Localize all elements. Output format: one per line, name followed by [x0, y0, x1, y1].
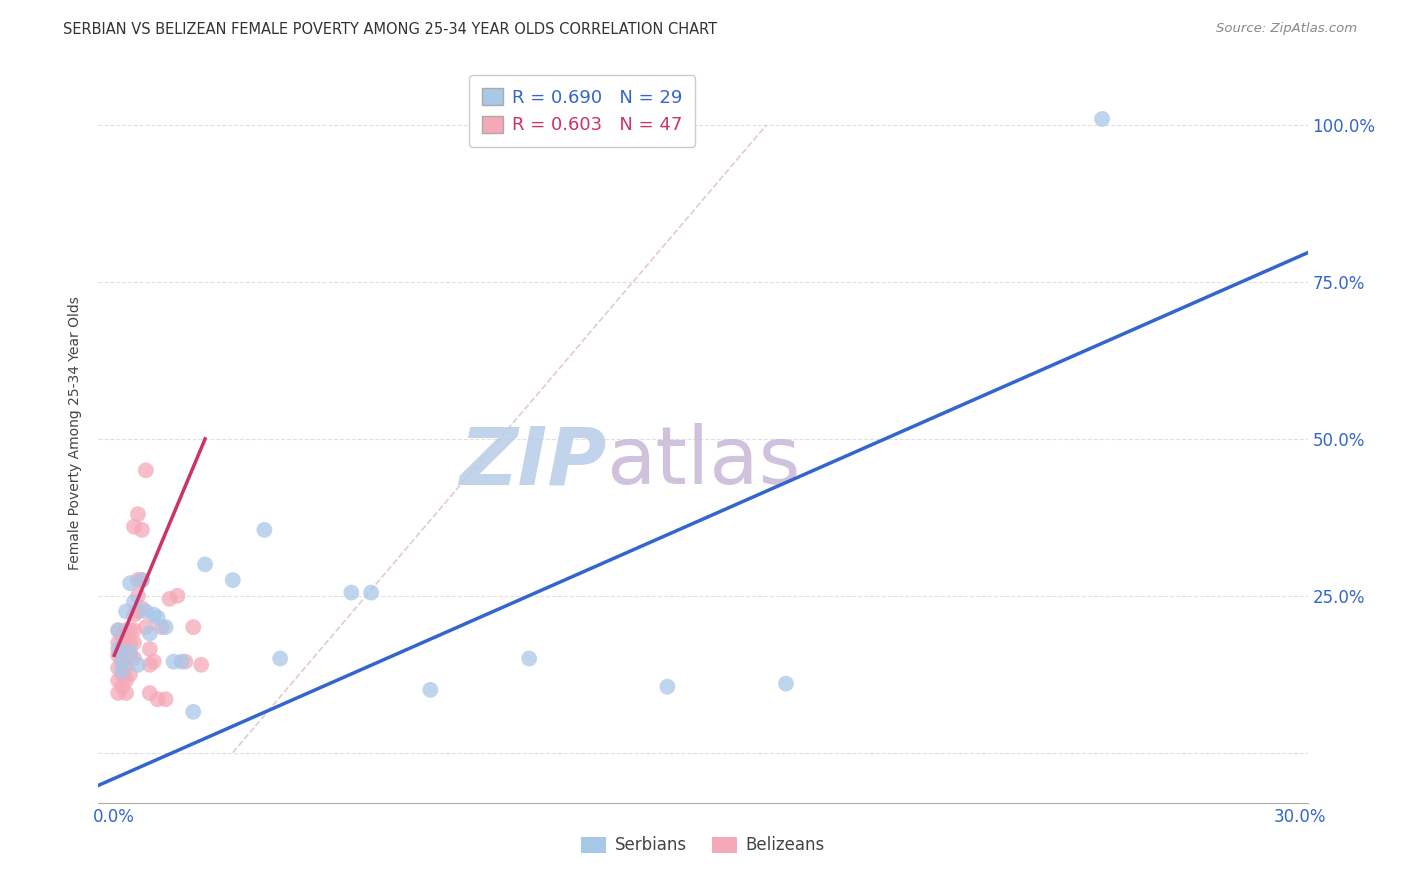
- Point: [122, 520, 145, 534]
- Point: [155, 620, 177, 634]
- Point: [127, 657, 149, 672]
- Point: [122, 595, 145, 609]
- Point: [135, 604, 157, 618]
- Point: [127, 589, 149, 603]
- Point: [131, 573, 153, 587]
- Point: [122, 624, 145, 638]
- Point: [107, 673, 129, 688]
- Text: atlas: atlas: [606, 423, 800, 501]
- Point: [150, 620, 173, 634]
- Point: [127, 604, 149, 618]
- Point: [111, 655, 134, 669]
- Point: [118, 645, 141, 659]
- Point: [190, 657, 212, 672]
- Point: [139, 657, 162, 672]
- Text: ZIP: ZIP: [458, 423, 606, 501]
- Text: SERBIAN VS BELIZEAN FEMALE POVERTY AMONG 25-34 YEAR OLDS CORRELATION CHART: SERBIAN VS BELIZEAN FEMALE POVERTY AMONG…: [63, 22, 717, 37]
- Point: [107, 624, 129, 638]
- Point: [1091, 112, 1114, 126]
- Point: [162, 655, 184, 669]
- Point: [657, 680, 679, 694]
- Point: [118, 636, 141, 650]
- Point: [159, 591, 181, 606]
- Point: [111, 667, 134, 681]
- Point: [131, 573, 153, 587]
- Point: [146, 692, 169, 706]
- Point: [111, 655, 134, 669]
- Point: [107, 661, 129, 675]
- Point: [115, 604, 138, 618]
- Point: [360, 585, 382, 599]
- Point: [142, 655, 165, 669]
- Point: [135, 463, 157, 477]
- Point: [174, 655, 197, 669]
- Point: [146, 611, 169, 625]
- Point: [170, 655, 193, 669]
- Point: [118, 667, 141, 681]
- Point: [127, 507, 149, 521]
- Point: [115, 686, 138, 700]
- Y-axis label: Female Poverty Among 25-34 Year Olds: Female Poverty Among 25-34 Year Olds: [69, 295, 83, 570]
- Point: [517, 651, 540, 665]
- Point: [222, 573, 245, 587]
- Point: [166, 589, 188, 603]
- Point: [107, 686, 129, 700]
- Point: [111, 642, 134, 657]
- Point: [135, 620, 157, 634]
- Point: [111, 630, 134, 644]
- Point: [107, 648, 129, 663]
- Point: [115, 661, 138, 675]
- Point: [115, 673, 138, 688]
- Point: [139, 642, 162, 657]
- Point: [340, 585, 363, 599]
- Point: [269, 651, 291, 665]
- Point: [181, 705, 204, 719]
- Point: [122, 636, 145, 650]
- Point: [118, 624, 141, 638]
- Point: [155, 692, 177, 706]
- Point: [107, 642, 129, 657]
- Point: [142, 607, 165, 622]
- Text: Source: ZipAtlas.com: Source: ZipAtlas.com: [1216, 22, 1357, 36]
- Point: [139, 686, 162, 700]
- Point: [131, 523, 153, 537]
- Point: [107, 636, 129, 650]
- Point: [115, 636, 138, 650]
- Point: [181, 620, 204, 634]
- Point: [775, 676, 797, 690]
- Point: [194, 558, 217, 572]
- Point: [118, 648, 141, 663]
- Point: [111, 664, 134, 678]
- Point: [122, 607, 145, 622]
- Point: [111, 680, 134, 694]
- Point: [115, 648, 138, 663]
- Legend: Serbians, Belizeans: Serbians, Belizeans: [575, 830, 831, 861]
- Point: [122, 651, 145, 665]
- Point: [118, 576, 141, 591]
- Point: [139, 626, 162, 640]
- Point: [419, 682, 441, 697]
- Point: [127, 573, 149, 587]
- Point: [107, 624, 129, 638]
- Point: [131, 601, 153, 615]
- Point: [115, 624, 138, 638]
- Point: [253, 523, 276, 537]
